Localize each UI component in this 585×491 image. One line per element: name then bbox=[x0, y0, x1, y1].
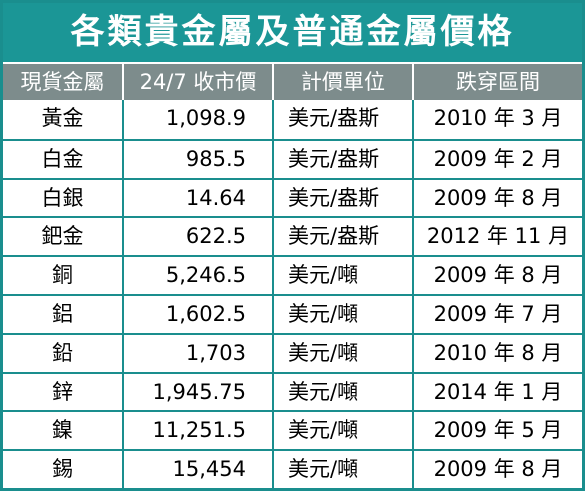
metal-name: 鎳 bbox=[3, 412, 124, 450]
metal-name: 鈀金 bbox=[3, 218, 124, 256]
table-row: 錫 15,454 美元/噸 2009 年 8 月 bbox=[3, 449, 582, 488]
price-unit: 美元/盎斯 bbox=[274, 179, 414, 217]
header-unit: 計價單位 bbox=[274, 64, 414, 100]
header-break-period: 跌穿區間 bbox=[456, 70, 540, 94]
price-unit: 美元/噸 bbox=[274, 412, 414, 450]
table-row: 鎳 11,251.5 美元/噸 2009 年 5 月 bbox=[3, 410, 582, 450]
metal-name: 黃金 bbox=[3, 100, 124, 139]
table-row: 黃金 1,098.9 美元/盎斯 2010 年 3 月 bbox=[3, 100, 582, 139]
table-row: 鈀金 622.5 美元/盎斯 2012 年 11 月 bbox=[3, 216, 582, 256]
break-period: 2010 年 3 月 bbox=[433, 106, 563, 130]
closing-price: 15,454 bbox=[124, 451, 274, 488]
closing-price: 985.5 bbox=[124, 140, 274, 178]
price-unit: 美元/噸 bbox=[274, 451, 414, 488]
break-period: 2014 年 1 月 bbox=[433, 379, 563, 404]
table-row: 鉛 1,703 美元/噸 2010 年 8 月 bbox=[3, 332, 582, 372]
break-period: 2009 年 7 月 bbox=[433, 301, 563, 326]
price-unit: 美元/盎斯 bbox=[274, 218, 414, 256]
break-period: 2012 年 11 月 bbox=[426, 224, 570, 249]
table-row: 白銀 14.64 美元/盎斯 2009 年 8 月 bbox=[3, 177, 582, 217]
break-period: 2009 年 8 月 bbox=[433, 263, 563, 288]
break-period: 2009 年 5 月 bbox=[433, 418, 563, 443]
price-unit: 美元/噸 bbox=[274, 373, 414, 411]
closing-price: 1,945.75 bbox=[124, 373, 274, 411]
table-title: 各類貴金屬及普通金屬價格 bbox=[3, 3, 582, 62]
metal-name: 銅 bbox=[3, 257, 124, 294]
price-unit: 美元/噸 bbox=[274, 334, 414, 372]
break-period: 2009 年 8 月 bbox=[433, 457, 563, 482]
price-unit: 美元/噸 bbox=[274, 295, 414, 333]
closing-price: 5,246.5 bbox=[124, 257, 274, 294]
closing-price: 622.5 bbox=[124, 218, 274, 256]
table-row: 鋅 1,945.75 美元/噸 2014 年 1 月 bbox=[3, 371, 582, 411]
table-body: 黃金 1,098.9 美元/盎斯 2010 年 3 月 白金 985.5 美元/… bbox=[3, 100, 582, 488]
price-unit: 美元/盎斯 bbox=[274, 100, 414, 139]
price-unit: 美元/盎斯 bbox=[274, 140, 414, 178]
table-header-row: 現貨金屬 24/7 收市價 計價單位 跌穿區間 bbox=[3, 62, 582, 100]
header-closing-price: 24/7 收市價 bbox=[124, 64, 274, 100]
table-row: 白金 985.5 美元/盎斯 2009 年 2 月 bbox=[3, 138, 582, 178]
break-period: 2009 年 8 月 bbox=[433, 185, 563, 210]
closing-price: 14.64 bbox=[124, 179, 274, 217]
metal-name: 鋁 bbox=[3, 295, 124, 333]
table-row: 鋁 1,602.5 美元/噸 2009 年 7 月 bbox=[3, 293, 582, 333]
closing-price: 1,703 bbox=[124, 334, 274, 372]
metal-name: 錫 bbox=[3, 451, 124, 488]
closing-price: 11,251.5 bbox=[124, 412, 274, 450]
closing-price: 1,602.5 bbox=[124, 295, 274, 333]
break-period: 2009 年 2 月 bbox=[433, 146, 563, 171]
metal-name: 鋅 bbox=[3, 373, 124, 411]
metal-name: 白金 bbox=[3, 140, 124, 178]
closing-price: 1,098.9 bbox=[124, 100, 274, 139]
header-metal: 現貨金屬 bbox=[3, 64, 124, 100]
metal-name: 鉛 bbox=[3, 334, 124, 372]
price-unit: 美元/噸 bbox=[274, 257, 414, 294]
table-row: 銅 5,246.5 美元/噸 2009 年 8 月 bbox=[3, 255, 582, 294]
metal-name: 白銀 bbox=[3, 179, 124, 217]
break-period: 2010 年 8 月 bbox=[433, 340, 563, 365]
